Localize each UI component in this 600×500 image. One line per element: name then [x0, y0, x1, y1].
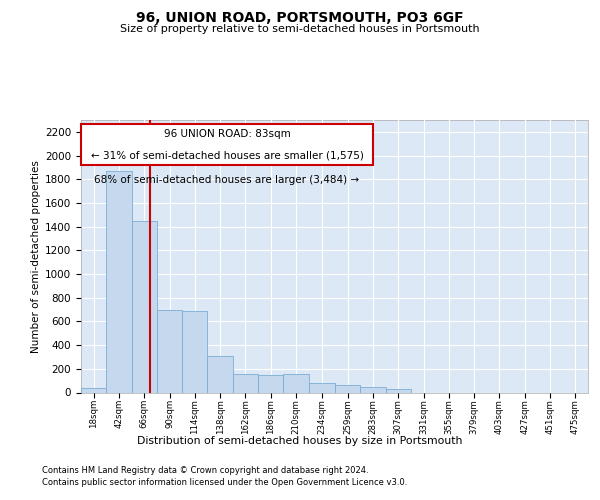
- Bar: [208, 356, 233, 393]
- Text: 68% of semi-detached houses are larger (3,484) →: 68% of semi-detached houses are larger (…: [94, 176, 359, 186]
- Bar: [308, 383, 335, 392]
- Bar: [283, 374, 308, 392]
- Bar: [182, 310, 208, 392]
- Bar: [106, 171, 131, 392]
- Bar: [361, 386, 386, 392]
- Y-axis label: Number of semi-detached properties: Number of semi-detached properties: [31, 160, 41, 352]
- Bar: [386, 389, 411, 392]
- FancyBboxPatch shape: [81, 124, 373, 165]
- Text: ← 31% of semi-detached houses are smaller (1,575): ← 31% of semi-detached houses are smalle…: [91, 151, 364, 161]
- Bar: [81, 388, 106, 392]
- Text: Contains HM Land Registry data © Crown copyright and database right 2024.: Contains HM Land Registry data © Crown c…: [42, 466, 368, 475]
- Text: 96, UNION ROAD, PORTSMOUTH, PO3 6GF: 96, UNION ROAD, PORTSMOUTH, PO3 6GF: [136, 11, 464, 25]
- Bar: [233, 374, 258, 392]
- Text: Distribution of semi-detached houses by size in Portsmouth: Distribution of semi-detached houses by …: [137, 436, 463, 446]
- Bar: [258, 374, 283, 392]
- Bar: [335, 385, 361, 392]
- Bar: [131, 220, 157, 392]
- Bar: [157, 310, 182, 392]
- Text: Size of property relative to semi-detached houses in Portsmouth: Size of property relative to semi-detach…: [120, 24, 480, 34]
- Text: 96 UNION ROAD: 83sqm: 96 UNION ROAD: 83sqm: [164, 129, 290, 139]
- Text: Contains public sector information licensed under the Open Government Licence v3: Contains public sector information licen…: [42, 478, 407, 487]
